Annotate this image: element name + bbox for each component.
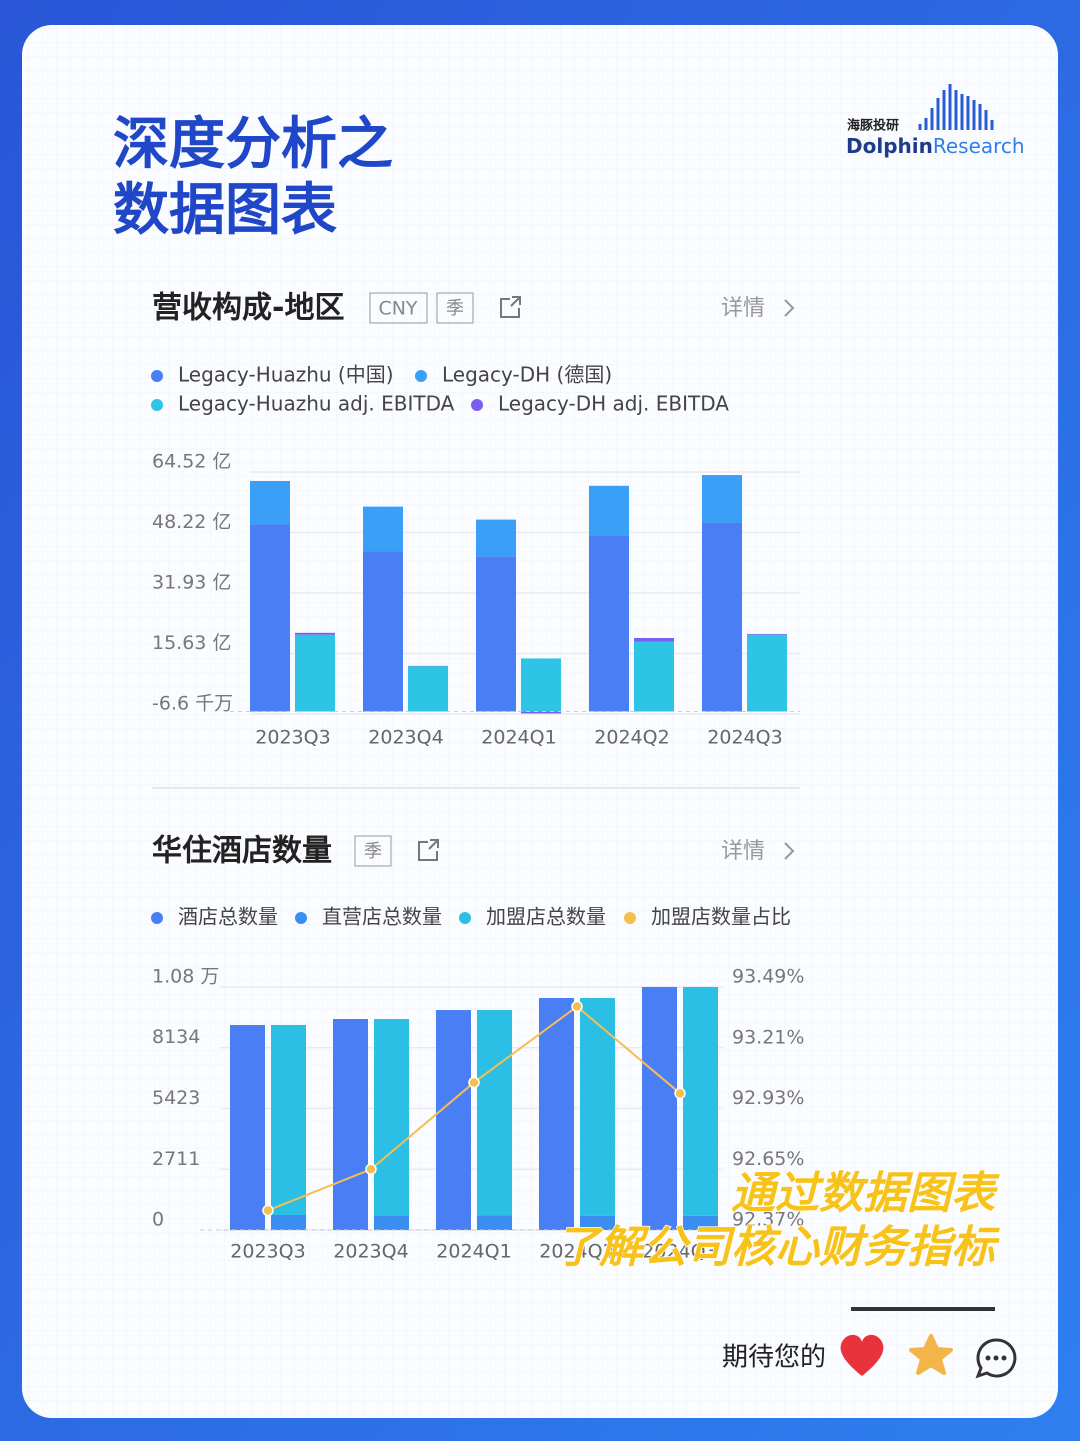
bar (295, 633, 335, 635)
bar (521, 658, 561, 711)
y-tick-label: 8134 (152, 1026, 200, 1048)
line-point (572, 1002, 582, 1012)
bar (589, 486, 629, 536)
bar (295, 635, 335, 712)
x-tick-label: 2024Q3 (707, 727, 782, 749)
bar (250, 524, 290, 711)
bar (363, 507, 403, 552)
bar (589, 536, 629, 712)
bar (747, 635, 787, 712)
legend-label: Legacy-DH (德国) (442, 363, 612, 387)
chart-title: 华住酒店数量 (152, 834, 332, 869)
y-tick-label: 15.63 亿 (152, 632, 231, 654)
bar (271, 1215, 306, 1230)
x-tick-label: 2023Q4 (333, 1241, 408, 1263)
bar (333, 1019, 368, 1230)
bar (363, 552, 403, 712)
y-tick-label: -6.6 千万 (152, 693, 233, 715)
bar (539, 998, 574, 1230)
legend-label: 酒店总数量 (178, 905, 278, 929)
tag[interactable]: 季 (364, 841, 382, 862)
bar (477, 1215, 512, 1230)
y-tick-label: 64.52 亿 (152, 451, 231, 473)
y-tick-label: 1.08 万 (152, 966, 219, 988)
details-link[interactable]: 详情 (721, 839, 765, 864)
y2-tick-label: 92.93% (732, 1087, 804, 1109)
bar (580, 998, 615, 1216)
bar (683, 987, 718, 1216)
footer-prompt: 期待您的 (722, 1343, 826, 1373)
y-tick-label: 48.22 亿 (152, 511, 231, 533)
page-title: 数据图表 (113, 178, 337, 243)
bar (408, 666, 448, 711)
legend-swatch (624, 912, 636, 924)
bar (374, 1215, 409, 1230)
page-title: 深度分析之 (113, 112, 393, 177)
y-tick-label: 31.93 亿 (152, 572, 231, 594)
x-tick-label: 2024Q2 (594, 727, 669, 749)
legend-label: 加盟店数量占比 (651, 905, 791, 929)
bar (634, 642, 674, 712)
legend-swatch (151, 912, 163, 924)
bar (747, 634, 787, 635)
details-link[interactable]: 详情 (721, 296, 765, 321)
overlay-text: 通过数据图表 (731, 1168, 1000, 1219)
y2-tick-label: 93.49% (732, 966, 804, 988)
logo-en-1: Dolphin (846, 134, 933, 158)
tag[interactable]: 季 (446, 298, 464, 319)
y-tick-label: 0 (152, 1209, 164, 1231)
legend-swatch (295, 912, 307, 924)
bar (702, 475, 742, 523)
bar (476, 556, 516, 711)
bar (477, 1010, 512, 1215)
bar (642, 987, 677, 1230)
bar (436, 1010, 471, 1230)
logo-cn: 海豚投研 (847, 118, 899, 134)
chart-title: 营收构成-地区 (152, 291, 344, 326)
bar (230, 1025, 265, 1230)
y-tick-label: 5423 (152, 1087, 200, 1109)
bar (476, 520, 516, 557)
x-tick-label: 2023Q4 (368, 727, 443, 749)
bar (702, 523, 742, 712)
logo-en-2: Research (933, 134, 1025, 158)
logo-en: DolphinResearch (846, 134, 1025, 158)
legend-label: 直营店总数量 (322, 905, 442, 929)
x-tick-label: 2023Q3 (230, 1241, 305, 1263)
legend-swatch (151, 399, 163, 411)
y2-tick-label: 93.21% (732, 1026, 804, 1048)
overlay-text: 了解公司核心财务指标 (555, 1222, 1000, 1273)
legend-swatch (459, 912, 471, 924)
x-tick-label: 2024Q1 (481, 727, 556, 749)
bar (271, 1025, 306, 1215)
y-tick-label: 2711 (152, 1148, 200, 1170)
bar (374, 1019, 409, 1215)
legend-label: Legacy-DH adj. EBITDA (498, 392, 729, 416)
legend-swatch (415, 370, 427, 382)
legend-swatch (471, 399, 483, 411)
line-point (675, 1088, 685, 1098)
line-point (366, 1164, 376, 1174)
bar (634, 638, 674, 642)
legend-swatch (151, 370, 163, 382)
line-point (469, 1077, 479, 1087)
legend-label: Legacy-Huazhu adj. EBITDA (178, 392, 455, 416)
x-tick-label: 2024Q1 (436, 1241, 511, 1263)
tag[interactable]: CNY (378, 298, 417, 320)
y2-tick-label: 92.65% (732, 1148, 804, 1170)
x-tick-label: 2023Q3 (255, 727, 330, 749)
bar (250, 481, 290, 524)
line-point (263, 1205, 273, 1215)
legend-label: Legacy-Huazhu (中国) (178, 363, 394, 387)
legend-label: 加盟店总数量 (486, 905, 606, 929)
